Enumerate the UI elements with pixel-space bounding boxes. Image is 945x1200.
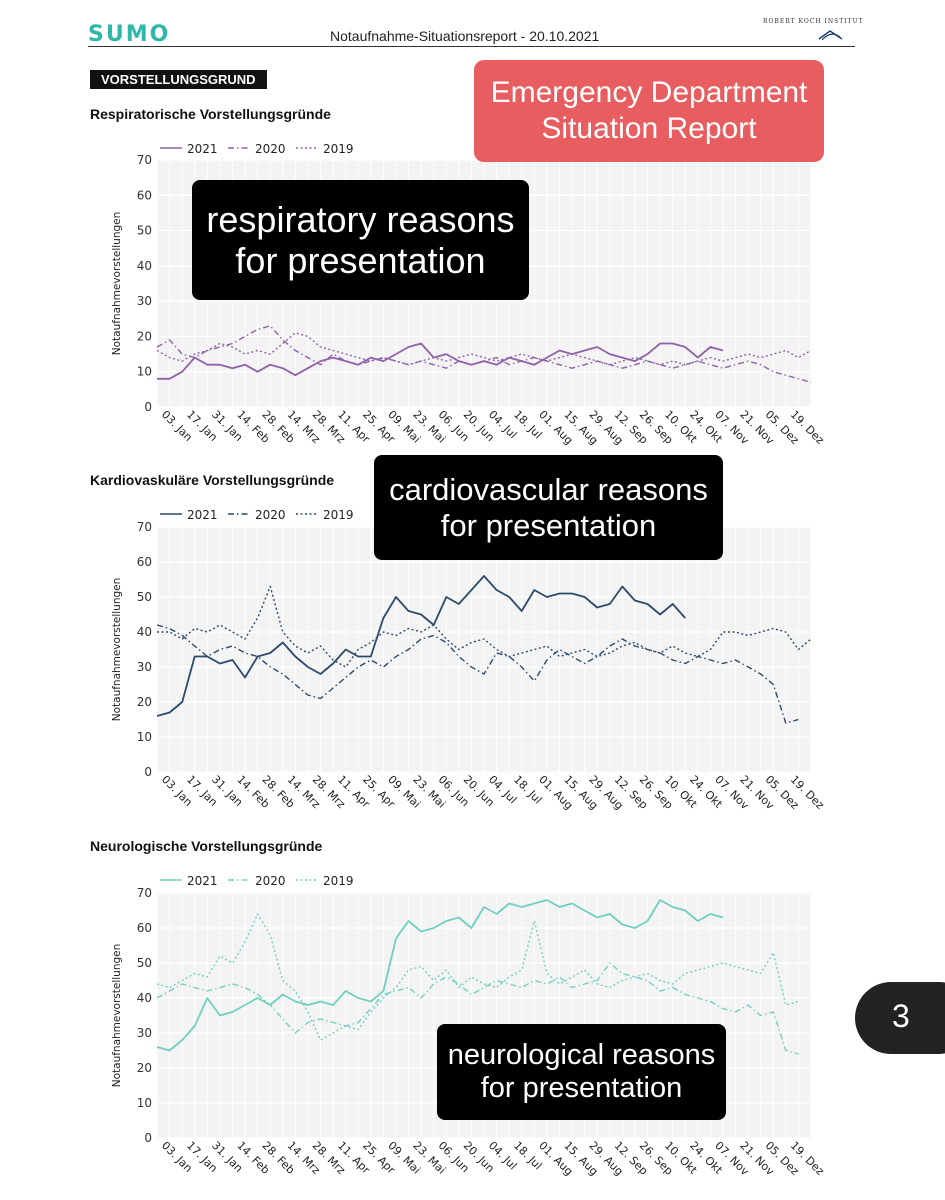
legend-label-2021: 2021 [187, 142, 218, 156]
y-tick-label: 50 [137, 224, 152, 238]
y-tick-label: 70 [137, 153, 152, 167]
y-tick-label: 30 [137, 294, 152, 308]
y-tick-label: 10 [137, 1096, 152, 1110]
legend-label-2019: 2019 [323, 142, 354, 156]
header-divider [88, 46, 855, 47]
y-tick-label: 20 [137, 1061, 152, 1075]
legend-label-2020: 2020 [255, 142, 286, 156]
y-tick-label: 40 [137, 625, 152, 639]
chart-title-cardiovascular: Kardiovaskuläre Vorstellungsgründe [90, 472, 335, 488]
y-tick-label: 10 [137, 730, 152, 744]
sumo-logo: SUMO [88, 22, 171, 47]
y-tick-label: 50 [137, 590, 152, 604]
series-line-2019 [156, 913, 799, 1041]
series-line-2020 [156, 325, 812, 383]
series-line-2021 [156, 899, 724, 1052]
y-tick-label: 50 [137, 956, 152, 970]
banner-text: Emergency Department Situation Report [490, 76, 808, 145]
english-title-banner: Emergency Department Situation Report [474, 60, 824, 162]
y-tick-label: 60 [137, 188, 152, 202]
callout-respiratory: respiratory reasons for presentation [192, 180, 529, 300]
y-tick-label: 40 [137, 259, 152, 273]
y-tick-label: 70 [137, 886, 152, 900]
legend-label-2021: 2021 [187, 874, 218, 888]
series-line-2020 [156, 962, 799, 1055]
y-tick-label: 0 [144, 765, 152, 779]
series-line-2020 [156, 624, 799, 724]
callout-cardiovascular: cardiovascular reasons for presentation [374, 455, 723, 560]
y-axis-label: Notaufnahmevorstellungen [111, 578, 123, 722]
y-axis-label: Notaufnahmevorstellungen [111, 212, 123, 356]
y-tick-label: 30 [137, 1026, 152, 1040]
report-title: Notaufnahme-Situationsreport - 20.10.202… [330, 28, 600, 44]
page-number-badge[interactable]: 3 [855, 982, 945, 1054]
series-line-2019 [156, 332, 812, 366]
series-line-2019 [157, 585, 812, 668]
rki-logo-text: ROBERT KOCH INSTITUT [763, 18, 864, 25]
y-axis-label: Notaufnahmevorstellungen [111, 944, 123, 1088]
y-tick-label: 20 [137, 695, 152, 709]
callout-cardiovascular-text: cardiovascular reasons for presentation [389, 471, 708, 543]
legend-label-2020: 2020 [255, 508, 286, 522]
y-tick-label: 0 [144, 1131, 152, 1145]
legend-label-2019: 2019 [323, 508, 354, 522]
y-tick-label: 40 [137, 991, 152, 1005]
callout-respiratory-text: respiratory reasons for presentation [206, 199, 515, 281]
legend-label-2020: 2020 [255, 874, 286, 888]
legend-label-2021: 2021 [187, 508, 218, 522]
y-tick-label: 60 [137, 555, 152, 569]
y-tick-label: 60 [137, 921, 152, 935]
rki-logo-icon [818, 30, 843, 41]
page-number: 3 [892, 998, 910, 1034]
callout-neurological: neurological reasons for presentation [437, 1024, 726, 1120]
y-tick-label: 0 [144, 400, 152, 414]
y-tick-label: 70 [137, 520, 152, 534]
legend-label-2019: 2019 [323, 874, 354, 888]
series-line-2021 [156, 575, 686, 717]
callout-neurological-text: neurological reasons for presentation [447, 1039, 716, 1104]
section-tag: VORSTELLUNGSGRUND [90, 70, 267, 89]
y-tick-label: 30 [137, 660, 152, 674]
y-tick-label: 10 [137, 365, 152, 379]
y-tick-label: 20 [137, 329, 152, 343]
chart-title-respiratory: Respiratorische Vorstellungsgründe [90, 106, 331, 122]
chart-title-neurological: Neurologische Vorstellungsgründe [90, 838, 323, 854]
